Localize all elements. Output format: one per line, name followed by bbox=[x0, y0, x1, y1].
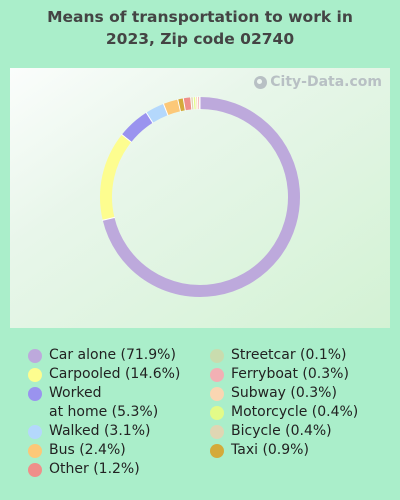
donut-slice-separator bbox=[192, 96, 195, 110]
legend-swatch bbox=[210, 386, 224, 401]
legend-swatch bbox=[210, 443, 224, 458]
legend-column-left: Car alone (71.9%) Carpooled (14.6%) Worked… bbox=[28, 346, 203, 479]
donut-slice-separator bbox=[162, 103, 169, 116]
legend-label-line: Other (1.2%) bbox=[49, 461, 140, 477]
magnifier-icon bbox=[254, 75, 268, 89]
donut-slice-bus bbox=[163, 99, 181, 116]
legend-label: Other (1.2%) bbox=[49, 460, 140, 479]
legend-swatch bbox=[210, 405, 224, 420]
legend-swatch bbox=[210, 348, 224, 363]
donut-slice-separator bbox=[190, 96, 193, 110]
legend-item: Worked at home (5.3%) bbox=[28, 384, 203, 422]
legend-label: Motorcycle (0.4%) bbox=[231, 403, 358, 422]
donut-slice-taxi bbox=[177, 98, 186, 112]
donut-slice-walked bbox=[146, 103, 168, 123]
legend-item: Taxi (0.9%) bbox=[210, 441, 390, 460]
legend-swatch bbox=[28, 424, 42, 439]
legend-item: Subway (0.3%) bbox=[210, 384, 390, 403]
legend-swatch bbox=[28, 367, 42, 382]
legend-label: Bus (2.4%) bbox=[49, 441, 126, 460]
legend-label-line: Bicycle (0.4%) bbox=[231, 423, 332, 439]
legend-label-line: Carpooled (14.6%) bbox=[49, 366, 181, 382]
legend-label-line: Taxi (0.9%) bbox=[231, 442, 309, 458]
legend-item: Streetcar (0.1%) bbox=[210, 346, 390, 365]
legend-label: Taxi (0.9%) bbox=[231, 441, 309, 460]
legend-label: Ferryboat (0.3%) bbox=[231, 365, 349, 384]
donut-slice-worked-at-home bbox=[121, 112, 153, 143]
legend-label-line: at home (5.3%) bbox=[49, 404, 159, 420]
legend-item: Bus (2.4%) bbox=[28, 441, 203, 460]
chart-title-line-1: Means of transportation to work in bbox=[47, 8, 353, 26]
legend-label-line: Ferryboat (0.3%) bbox=[231, 366, 349, 382]
legend-label: Bicycle (0.4%) bbox=[231, 422, 332, 441]
legend-label-line: Worked bbox=[49, 385, 102, 401]
legend-label: Carpooled (14.6%) bbox=[49, 365, 180, 384]
donut-chart bbox=[100, 96, 300, 297]
legend-label: Worked at home (5.3%) bbox=[49, 384, 158, 422]
donut-slice-separator bbox=[177, 98, 182, 112]
donut-slice-car-alone bbox=[102, 97, 300, 297]
legend-item: Motorcycle (0.4%) bbox=[210, 403, 390, 422]
legend-swatch bbox=[210, 367, 224, 382]
legend-label-line: Car alone (71.9%) bbox=[49, 347, 176, 363]
chart-title-line-2: 2023, Zip code 02740 bbox=[105, 30, 295, 48]
legend-item: Carpooled (14.6%) bbox=[28, 365, 203, 384]
donut-slice-separator bbox=[102, 216, 116, 221]
legend-label-line: Motorcycle (0.4%) bbox=[231, 404, 359, 420]
legend-label: Streetcar (0.1%) bbox=[231, 346, 347, 365]
legend-label: Car alone (71.9%) bbox=[49, 346, 176, 365]
donut-slice-separator bbox=[182, 97, 186, 111]
plot-area: City-Data.com bbox=[10, 68, 390, 328]
legend-label-line: Streetcar (0.1%) bbox=[231, 347, 347, 363]
legend-swatch bbox=[28, 348, 42, 363]
legend-swatch bbox=[28, 462, 42, 477]
donut-slice-separator bbox=[121, 133, 132, 143]
watermark-text: City-Data.com bbox=[270, 74, 382, 90]
donut-slice-carpooled bbox=[100, 134, 132, 221]
legend-item: Car alone (71.9%) bbox=[28, 346, 203, 365]
chart-title: Means of transportation to work in 2023,… bbox=[0, 6, 400, 50]
legend-swatch bbox=[210, 424, 224, 439]
legend-label-line: Subway (0.3%) bbox=[231, 385, 337, 401]
legend-label: Subway (0.3%) bbox=[231, 384, 337, 403]
legend-item: Other (1.2%) bbox=[28, 460, 203, 479]
legend-label: Walked (3.1%) bbox=[49, 422, 150, 441]
donut-slice-separator bbox=[145, 111, 154, 124]
legend-item: Ferryboat (0.3%) bbox=[210, 365, 390, 384]
watermark: City-Data.com bbox=[254, 74, 382, 90]
donut-slice-separator bbox=[195, 96, 197, 110]
legend-swatch bbox=[28, 443, 42, 458]
legend-label-line: Bus (2.4%) bbox=[49, 442, 126, 458]
legend-label-line: Walked (3.1%) bbox=[49, 423, 151, 439]
legend-swatch bbox=[28, 386, 42, 401]
legend-item: Walked (3.1%) bbox=[28, 422, 203, 441]
legend-item: Bicycle (0.4%) bbox=[210, 422, 390, 441]
legend-column-right: Streetcar (0.1%) Ferryboat (0.3%) Subway (… bbox=[210, 346, 390, 460]
donut-slice-other bbox=[183, 97, 192, 111]
